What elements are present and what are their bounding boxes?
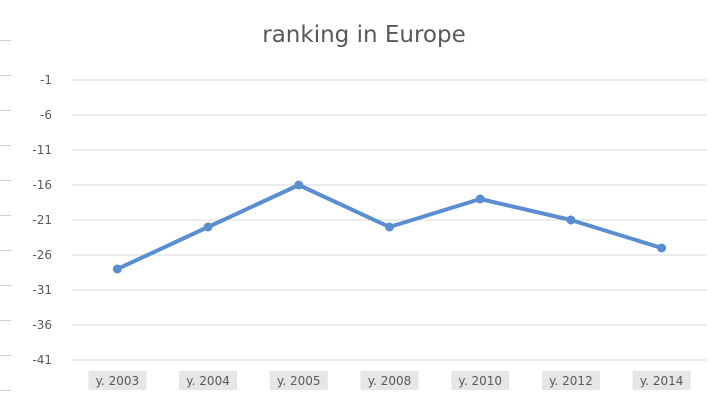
row-edge-tick bbox=[0, 285, 11, 286]
x-tick-label: y. 2008 bbox=[368, 374, 412, 388]
x-tick-highlight bbox=[360, 371, 419, 390]
x-tick-highlight bbox=[451, 371, 510, 390]
row-edge-tick bbox=[0, 180, 11, 181]
row-edge-tick bbox=[0, 355, 11, 356]
x-tick-label: y. 2004 bbox=[186, 374, 230, 388]
x-tick-highlight bbox=[541, 371, 600, 390]
row-edge-tick bbox=[0, 110, 11, 111]
y-tick-label: -41 bbox=[32, 353, 52, 367]
row-edge-tick bbox=[0, 40, 11, 41]
y-tick-label: -31 bbox=[32, 283, 52, 297]
x-tick-label: y. 2003 bbox=[96, 374, 140, 388]
y-tick-label: -26 bbox=[32, 248, 52, 262]
chart-area[interactable]: ranking in Europe -1 -6 -11 -16 -21 -26 -31 -36… bbox=[12, 0, 716, 403]
x-tick-highlight bbox=[179, 371, 238, 390]
y-tick-label: -36 bbox=[32, 318, 52, 332]
row-edge-tick bbox=[0, 390, 11, 391]
y-tick-label: -6 bbox=[40, 108, 52, 122]
y-tick-label: -16 bbox=[32, 178, 52, 192]
row-edge-tick bbox=[0, 215, 11, 216]
y-tick-label: -1 bbox=[40, 73, 52, 87]
row-edge-tick bbox=[0, 145, 11, 146]
x-tick-label: y. 2012 bbox=[549, 374, 593, 388]
x-tick-label: y. 2014 bbox=[640, 374, 684, 388]
data-point[interactable] bbox=[203, 222, 213, 232]
chart-plot: -1 -6 -11 -16 -21 -26 -31 -36 -41 y. 2003 y. 2004 y… bbox=[32, 73, 707, 390]
x-tick-highlight bbox=[269, 371, 328, 390]
data-point[interactable] bbox=[475, 194, 485, 204]
data-point[interactable] bbox=[112, 264, 122, 274]
row-edge-tick bbox=[0, 320, 11, 321]
x-tick-highlight bbox=[632, 371, 691, 390]
row-edge-tick bbox=[0, 250, 11, 251]
y-tick-label: -21 bbox=[32, 213, 52, 227]
y-tick-label: -11 bbox=[32, 143, 52, 157]
x-tick-label: y. 2010 bbox=[458, 374, 502, 388]
x-tick-highlight bbox=[88, 371, 147, 390]
data-point[interactable] bbox=[566, 215, 576, 225]
chart-title: ranking in Europe bbox=[262, 22, 466, 48]
data-point[interactable] bbox=[294, 180, 304, 190]
row-edge-tick bbox=[0, 75, 11, 76]
x-tick-label: y. 2005 bbox=[277, 374, 321, 388]
data-point[interactable] bbox=[385, 222, 394, 232]
data-point[interactable] bbox=[657, 243, 667, 253]
